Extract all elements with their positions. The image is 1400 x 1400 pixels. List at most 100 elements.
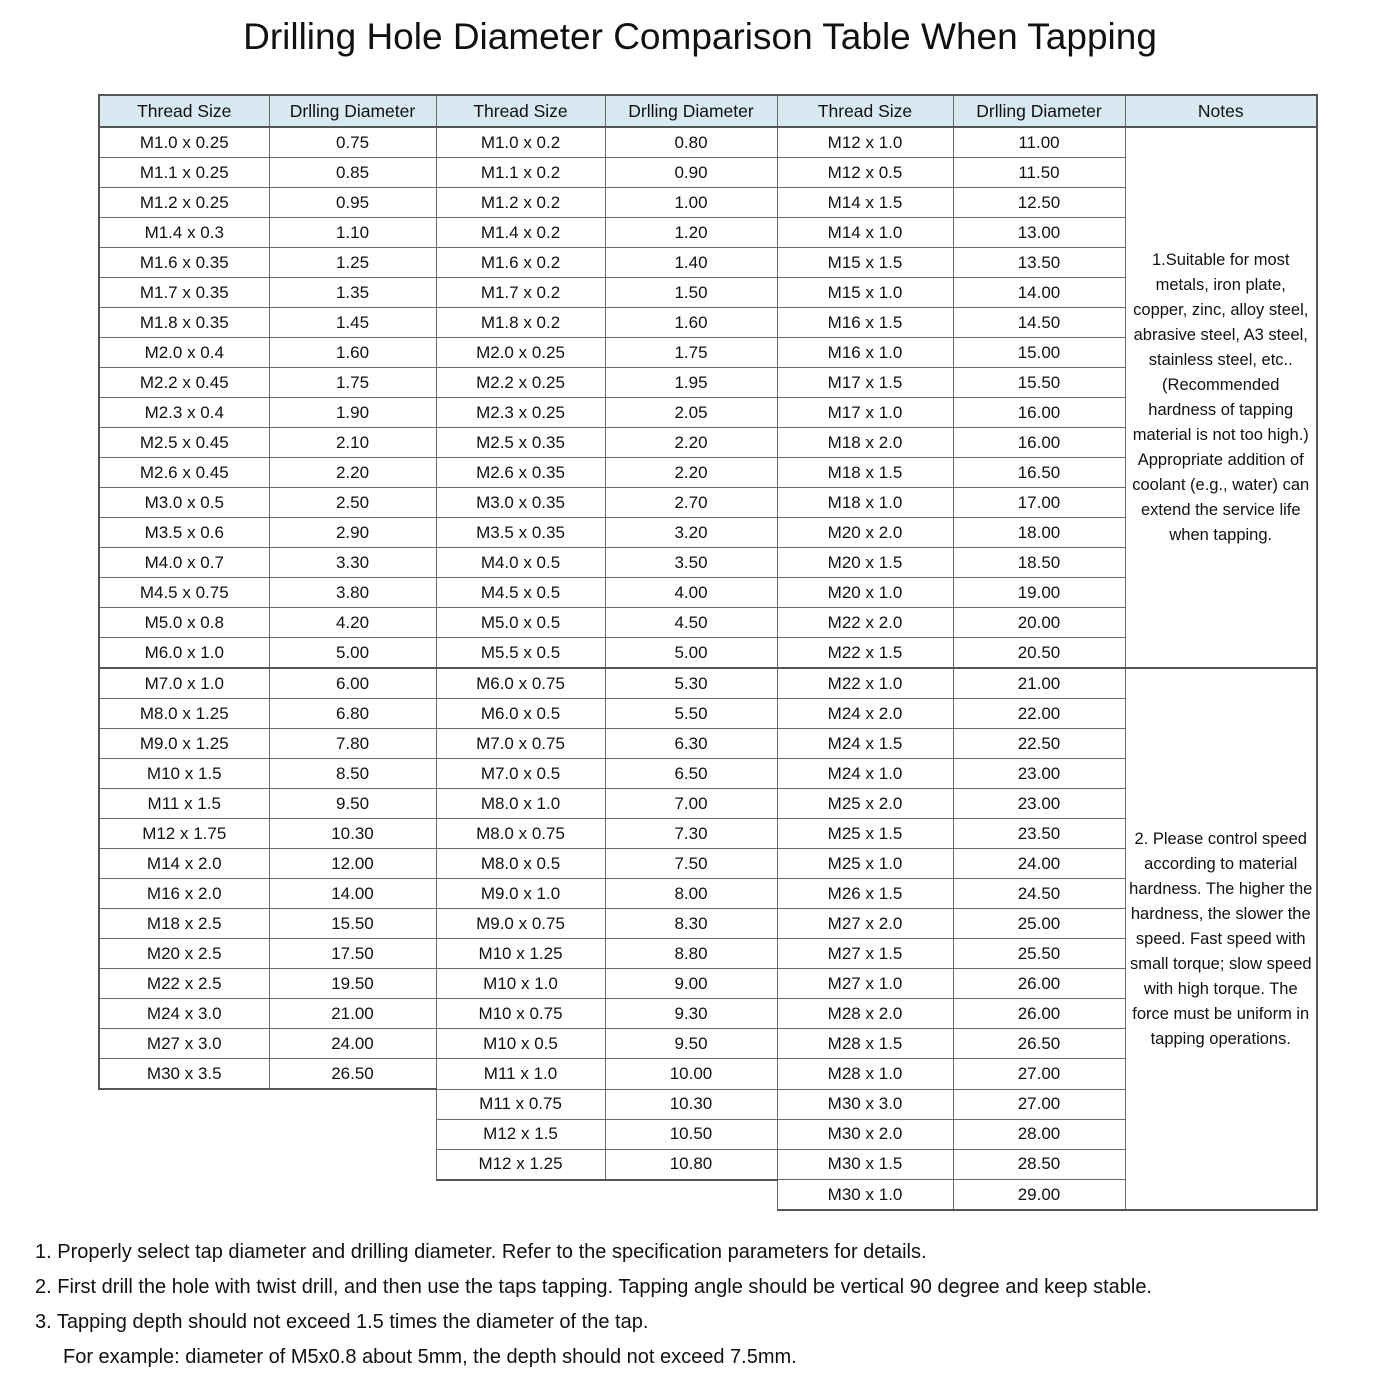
drill-diameter-cell: 18.50: [952, 547, 1126, 578]
drill-diameter-cell: 1.25: [268, 247, 437, 278]
thread-size-cell: M2.5 x 0.45: [98, 427, 270, 458]
thread-size-cell: M2.6 x 0.35: [435, 457, 606, 488]
drill-diameter-cell: 8.50: [268, 758, 437, 789]
page-title: Drilling Hole Diameter Comparison Table …: [243, 16, 1157, 57]
thread-size-cell: M2.2 x 0.25: [435, 367, 606, 398]
drill-diameter-cell: 6.80: [268, 698, 437, 729]
blank-cell: [605, 1179, 777, 1210]
thread-size-cell: M2.0 x 0.4: [98, 337, 270, 368]
drill-diameter-cell: 20.50: [952, 637, 1126, 669]
drill-diameter-cell: 7.50: [604, 848, 778, 879]
column-header-notes-6: Notes: [1124, 94, 1318, 128]
drill-diameter-cell: 15.50: [952, 367, 1126, 398]
table-row: M4.0 x 0.7 3.30 M4.0 x 0.5 3.50 M20 x 1.5 18.…: [98, 547, 1317, 578]
drill-diameter-cell: 1.45: [268, 307, 437, 338]
drill-diameter-cell: 8.80: [604, 938, 778, 969]
drill-diameter-cell: 4.50: [604, 607, 778, 638]
thread-size-cell: M5.0 x 0.8: [98, 607, 270, 638]
table-row: M30 x 1.0 29.00: [99, 1179, 1317, 1211]
drill-diameter-cell: 0.75: [268, 126, 437, 158]
footnote-line-3: 3. Tapping depth should not exceed 1.5 t…: [35, 1311, 649, 1333]
thread-size-cell: M27 x 2.0: [776, 908, 954, 939]
drill-diameter-cell: 25.50: [952, 938, 1126, 969]
drill-diameter-cell: 15.00: [952, 337, 1126, 368]
thread-size-cell: M2.6 x 0.45: [98, 457, 270, 488]
drill-diameter-cell: 13.00: [952, 217, 1126, 248]
thread-size-cell: M1.7 x 0.35: [98, 277, 270, 308]
thread-size-cell: M9.0 x 0.75: [435, 908, 606, 939]
footnote-line-4: For example: diameter of M5x0.8 about 5m…: [63, 1346, 797, 1368]
table-row: M2.0 x 0.4 1.60 M2.0 x 0.25 1.75 M16 x 1.0 15…: [98, 337, 1317, 368]
thread-size-cell: M17 x 1.5: [776, 367, 954, 398]
notes-cell-1: 1.Suitable for most metals, iron plate, …: [1124, 126, 1318, 669]
thread-size-cell: M15 x 1.0: [776, 277, 954, 308]
drill-diameter-cell: 17.00: [952, 487, 1126, 518]
drill-diameter-cell: 14.00: [268, 878, 437, 909]
thread-size-cell: M18 x 1.0: [776, 487, 954, 518]
thread-size-cell: M3.5 x 0.35: [435, 517, 606, 548]
drill-diameter-cell: 9.50: [604, 1028, 778, 1059]
thread-size-cell: M1.0 x 0.2: [435, 126, 606, 158]
thread-size-cell: M24 x 2.0: [776, 698, 954, 729]
drill-diameter-cell: 9.00: [604, 968, 778, 999]
thread-size-cell: M12 x 1.25: [435, 1148, 606, 1181]
thread-size-cell: M20 x 2.0: [776, 517, 954, 548]
drill-diameter-cell: 3.50: [604, 547, 778, 578]
column-header-thread-size-4: Thread Size: [776, 94, 954, 128]
drill-diameter-cell: 2.90: [268, 517, 437, 548]
column-header-thread-size-0: Thread Size: [98, 94, 270, 128]
thread-size-cell: M1.6 x 0.35: [98, 247, 270, 278]
drill-diameter-cell: 2.20: [604, 427, 778, 458]
drill-diameter-cell: 1.20: [604, 217, 778, 248]
table-row: M12 x 1.5 10.50 M30 x 2.0 28.00: [99, 1118, 1317, 1150]
drill-diameter-cell: 5.00: [604, 637, 778, 669]
drill-diameter-cell: 23.00: [952, 758, 1126, 789]
drill-diameter-cell: 17.50: [268, 938, 437, 969]
table-row: M1.1 x 0.25 0.85 M1.1 x 0.2 0.90 M12 x 0.5 11…: [98, 157, 1317, 188]
thread-size-cell: M10 x 1.0: [435, 968, 606, 999]
thread-size-cell: M2.5 x 0.35: [435, 427, 606, 458]
thread-size-cell: M18 x 2.5: [98, 908, 270, 939]
drill-diameter-cell: 21.00: [268, 998, 437, 1029]
drill-diameter-cell: 1.95: [604, 367, 778, 398]
drill-diameter-cell: 12.00: [268, 848, 437, 879]
blank-cell: [269, 1179, 436, 1210]
thread-size-cell: M27 x 3.0: [98, 1028, 270, 1059]
drill-diameter-cell: 10.50: [604, 1118, 778, 1150]
thread-size-cell: M10 x 1.5: [98, 758, 270, 789]
table-row: M11 x 0.75 10.30 M30 x 3.0 27.00: [99, 1088, 1317, 1120]
drill-diameter-cell: 4.00: [604, 577, 778, 608]
table-row: M16 x 2.0 14.00 M9.0 x 1.0 8.00 M26 x 1.5 24.…: [98, 878, 1317, 909]
drill-diameter-cell: 1.75: [604, 337, 778, 368]
thread-size-cell: M12 x 1.5: [435, 1118, 606, 1150]
thread-size-cell: M1.8 x 0.2: [435, 307, 606, 338]
thread-size-cell: M6.0 x 0.5: [435, 698, 606, 729]
drill-diameter-cell: 0.95: [268, 187, 437, 218]
blank-cell: [99, 1119, 269, 1149]
table-row: M12 x 1.75 10.30 M8.0 x 0.75 7.30 M25 x 1.5 2…: [98, 818, 1317, 849]
drill-diameter-cell: 22.50: [952, 728, 1126, 759]
column-header-drlling-diameter-3: Drlling Diameter: [604, 94, 778, 128]
blank-cell: [99, 1089, 269, 1119]
drill-diameter-cell: 9.30: [604, 998, 778, 1029]
thread-size-cell: M12 x 1.75: [98, 818, 270, 849]
table-row: M2.2 x 0.45 1.75 M2.2 x 0.25 1.95 M17 x 1.5 1…: [98, 367, 1317, 398]
drill-diameter-cell: 7.00: [604, 788, 778, 819]
thread-size-cell: M18 x 1.5: [776, 457, 954, 488]
drill-diameter-cell: 14.50: [952, 307, 1126, 338]
drill-diameter-cell: 10.30: [268, 818, 437, 849]
thread-size-cell: M2.0 x 0.25: [435, 337, 606, 368]
thread-size-cell: M4.5 x 0.75: [98, 577, 270, 608]
drill-diameter-cell: 11.00: [952, 126, 1126, 158]
table-header-row: Thread Size Drlling Diameter Thread Size Dr…: [98, 94, 1318, 128]
drill-diameter-cell: 16.00: [952, 427, 1126, 458]
thread-size-cell: M10 x 1.25: [435, 938, 606, 969]
drill-diameter-cell: 24.00: [268, 1028, 437, 1059]
thread-size-cell: M11 x 0.75: [435, 1088, 606, 1120]
drill-diameter-cell: 1.35: [268, 277, 437, 308]
column-header-drlling-diameter-5: Drlling Diameter: [952, 94, 1126, 128]
drill-diameter-cell: 21.00: [952, 667, 1126, 699]
table-row: M11 x 1.5 9.50 M8.0 x 1.0 7.00 M25 x 2.0 23.0…: [98, 788, 1317, 819]
table-row: M10 x 1.5 8.50 M7.0 x 0.5 6.50 M24 x 1.0 23.0…: [98, 758, 1317, 789]
blank-cell: [99, 1149, 269, 1180]
